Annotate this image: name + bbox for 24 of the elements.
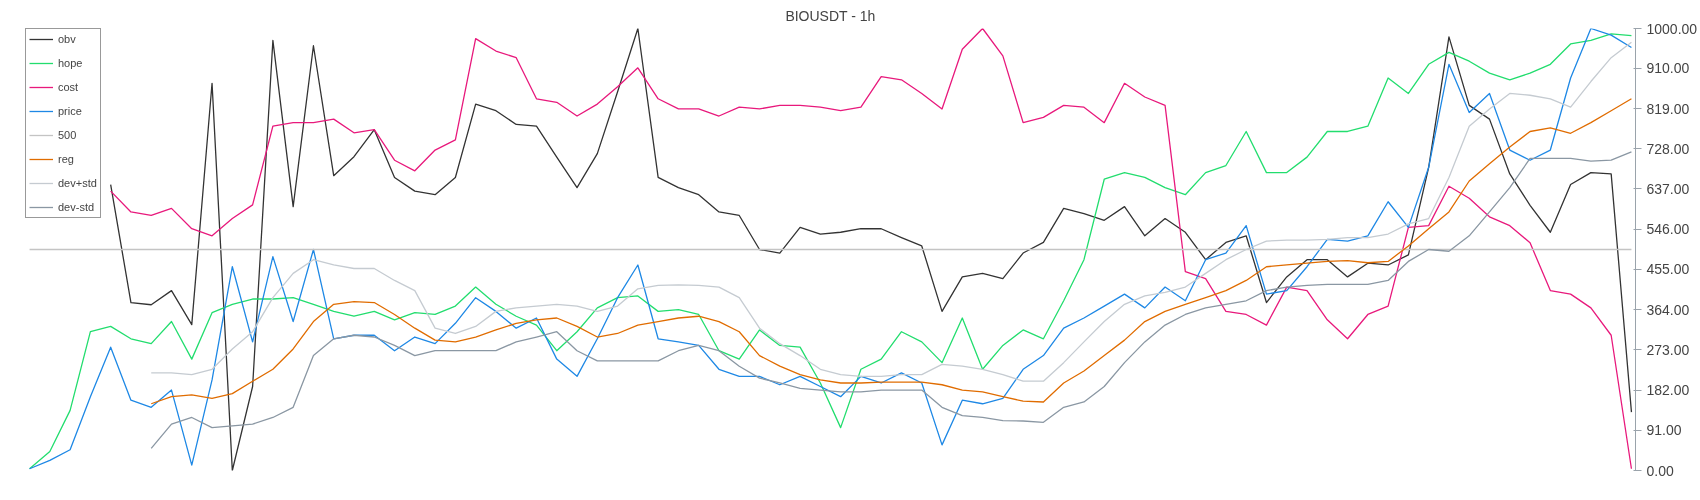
legend-label: dev-std bbox=[58, 200, 95, 214]
y-tick-label: 546.00 bbox=[1646, 221, 1690, 238]
legend-label: obv bbox=[58, 32, 77, 46]
y-tick-label: 364.00 bbox=[1646, 301, 1690, 318]
y-tick-label: 91.00 bbox=[1646, 422, 1682, 439]
line-series bbox=[150, 151, 1633, 450]
y-tick-label: 637.00 bbox=[1646, 180, 1690, 197]
y-tick-label: 455.00 bbox=[1646, 261, 1690, 278]
y-tick-label: 273.00 bbox=[1646, 341, 1690, 358]
legend-label: cost bbox=[58, 80, 79, 94]
y-tick-label: 1000.00 bbox=[1646, 20, 1698, 37]
line-series bbox=[150, 98, 1633, 405]
y-tick-label: 819.00 bbox=[1646, 100, 1690, 117]
legend-label: hope bbox=[58, 56, 83, 70]
chart-title: BIOUSDT - 1h bbox=[785, 7, 876, 24]
y-tick-label: 182.00 bbox=[1646, 382, 1690, 399]
line-series bbox=[150, 41, 1633, 382]
y-tick-label: 910.00 bbox=[1646, 60, 1690, 77]
y-tick-label: 728.00 bbox=[1646, 140, 1690, 157]
legend-label: dev+std bbox=[58, 176, 97, 190]
legend-label: 500 bbox=[58, 128, 78, 142]
legend-label: reg bbox=[58, 152, 75, 166]
y-tick-label: 0.00 bbox=[1646, 462, 1674, 479]
legend-label: price bbox=[58, 104, 82, 118]
